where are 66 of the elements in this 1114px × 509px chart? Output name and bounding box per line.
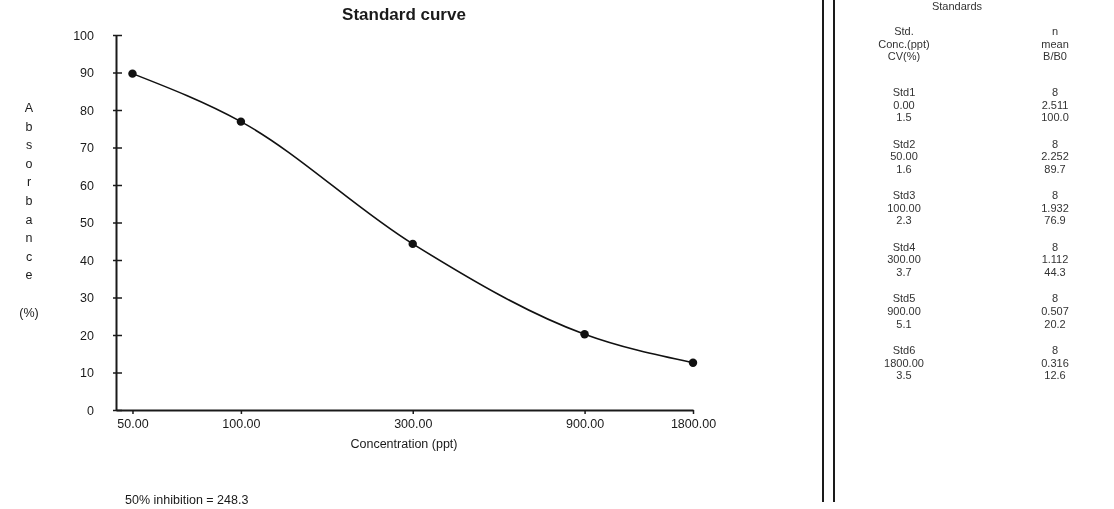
y-tick-label: 60 (80, 178, 95, 193)
text: 1.932 (1041, 201, 1069, 214)
y-tick-label: 90 (80, 66, 95, 80)
text: 8 (1051, 189, 1059, 202)
y-tick-label: 10 (80, 366, 95, 380)
text: Std6 (892, 344, 916, 356)
text: mean (1041, 37, 1069, 50)
x-tick-label: 900.00 (565, 416, 605, 431)
text: Std. (894, 25, 914, 37)
y-tick-label: 20 (80, 328, 95, 343)
y-tick-label: 50 (80, 216, 95, 230)
text: Std2 (892, 137, 916, 150)
y-tick-label: 80 (80, 103, 95, 118)
text: 8 (1051, 86, 1059, 98)
y-tick-label: 70 (80, 141, 95, 155)
text: 300.00 (887, 253, 921, 266)
text: CV(%) (887, 50, 921, 63)
text: n (1051, 25, 1059, 37)
text: Std5 (892, 292, 916, 305)
text: 8 (1051, 292, 1059, 305)
text: 0.316 (1041, 356, 1069, 369)
text: 50% inhibition = 248.3 (125, 493, 249, 507)
text: B/B0 (1043, 50, 1067, 63)
text: 2.511 (1041, 98, 1069, 111)
text: 0.507 (1041, 305, 1069, 317)
text: 89.7 (1044, 162, 1066, 175)
text: 50.00 (890, 150, 918, 163)
chart-title: Standard curve (342, 5, 466, 24)
text: Conc.(ppt) (878, 37, 930, 50)
text: Std1 (892, 86, 916, 98)
text: 2.3 (896, 214, 912, 227)
text: 20.2 (1044, 317, 1066, 330)
text: 3.7 (896, 266, 912, 278)
text: Std4 (892, 240, 916, 253)
x-tick-label: 1800.00 (670, 416, 717, 431)
x-axis-title: Concentration (ppt) (350, 437, 458, 451)
text: Std3 (892, 189, 916, 202)
text: 0.00 (893, 98, 915, 111)
point (688, 358, 698, 367)
text: 2.252 (1041, 150, 1069, 163)
text: Absorbance (%) (19, 101, 39, 320)
text: 44.3 (1044, 266, 1066, 278)
text: 900.00 (887, 305, 921, 317)
text: 8 (1051, 240, 1059, 253)
y-tick-label: 30 (80, 291, 95, 305)
text: Standards (931, 0, 983, 12)
text: 100.00 (887, 201, 921, 214)
point (408, 239, 417, 249)
y-tick-label: 100 (73, 28, 95, 43)
x-tick-label: 50.00 (117, 416, 149, 431)
point (128, 69, 137, 78)
text: 1.112 (1041, 253, 1069, 266)
text: 3.5 (896, 369, 912, 382)
text: 76.9 (1044, 214, 1066, 227)
text: 8 (1051, 137, 1059, 150)
text: 1800.00 (884, 356, 924, 369)
x-tick-label: 300.00 (394, 416, 433, 431)
text: 100.0 (1041, 111, 1069, 124)
y-tick-label: 40 (80, 253, 95, 268)
text: 5.1 (896, 317, 912, 330)
text: 12.6 (1044, 369, 1066, 382)
y-tick-label: 0 (87, 403, 95, 418)
text: 8 (1051, 344, 1059, 356)
text: 1.5 (896, 111, 912, 124)
x-tick-label: 100.00 (222, 416, 261, 431)
text: 1.6 (896, 162, 912, 175)
